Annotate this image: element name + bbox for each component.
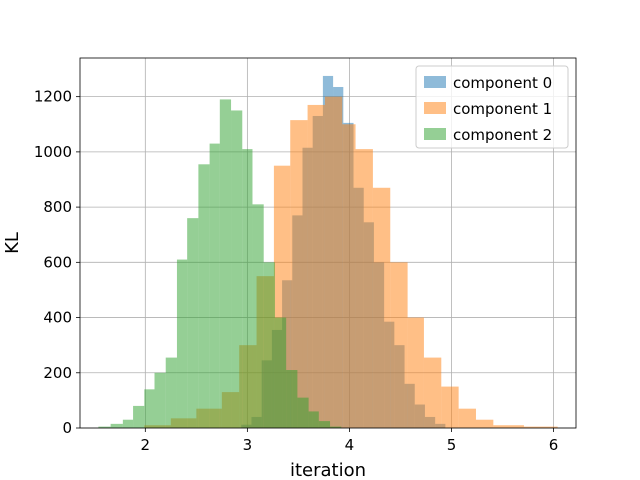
x-tick-label: 6 [549, 436, 559, 454]
bar-component-1 [307, 104, 325, 428]
y-axis-label: KL [2, 232, 23, 254]
histogram-bars [98, 75, 558, 429]
bar-component-1 [423, 357, 442, 428]
bar-component-1 [342, 124, 356, 429]
bar-component-2 [297, 397, 309, 428]
y-tick-label: 1200 [34, 88, 72, 106]
bar-component-2 [252, 204, 264, 428]
bar-component-2 [286, 370, 298, 428]
bar-component-2 [308, 411, 319, 428]
bar-component-2 [122, 419, 134, 428]
bar-component-1 [324, 96, 343, 429]
bar-component-1 [523, 426, 558, 428]
y-tick-label: 600 [43, 253, 72, 271]
bar-component-2 [231, 110, 243, 429]
bar-component-2 [242, 149, 253, 429]
y-tick-label: 800 [43, 198, 72, 216]
y-tick-label: 200 [43, 364, 72, 382]
legend-label: component 1 [453, 100, 552, 118]
legend-swatch [424, 102, 446, 114]
bar-component-1 [355, 149, 373, 429]
plot-frame [79, 57, 577, 429]
axis-ticks: 2 3 4 5 6 0 200 400 600 800 1000 1200 [34, 88, 559, 454]
bar-component-1 [493, 425, 524, 428]
legend-swatch [424, 128, 446, 140]
bar-component-2 [144, 389, 155, 428]
bar-component-2 [154, 372, 166, 428]
bar-component-1 [407, 317, 424, 428]
bar-component-2 [274, 317, 287, 428]
bar-component-2 [165, 357, 177, 428]
legend-label: component 2 [453, 126, 552, 144]
legend-box [415, 65, 569, 149]
x-tick-label: 4 [345, 436, 355, 454]
x-axis-label: iteration [290, 460, 366, 480]
bar-component-2 [176, 259, 188, 428]
bar-component-2 [110, 423, 123, 428]
x-tick-label: 5 [447, 436, 457, 454]
bar-component-1 [372, 187, 391, 428]
bar-component-1 [290, 120, 308, 429]
bar-component-2 [98, 426, 111, 428]
y-tick-label: 400 [43, 309, 72, 327]
legend: component 0 component 1 component 2 [415, 65, 569, 149]
bar-component-2 [263, 262, 275, 428]
bar-component-2 [198, 164, 210, 428]
y-tick-label: 1000 [34, 143, 72, 161]
bar-component-1 [475, 419, 494, 428]
bar-component-2 [219, 99, 232, 428]
bar-component-2 [187, 218, 199, 428]
bar-component-1 [458, 408, 476, 428]
bar-component-2 [133, 405, 145, 428]
x-tick-label: 2 [141, 436, 151, 454]
bar-component-1 [441, 386, 459, 428]
y-tick-label: 0 [62, 419, 72, 437]
x-tick-label: 3 [243, 436, 253, 454]
bar-component-1 [390, 262, 408, 428]
bar-component-2 [209, 143, 220, 428]
legend-label: component 0 [453, 74, 552, 92]
bar-component-2 [318, 421, 331, 428]
legend-swatch [424, 76, 446, 88]
bar-component-2 [330, 426, 342, 428]
